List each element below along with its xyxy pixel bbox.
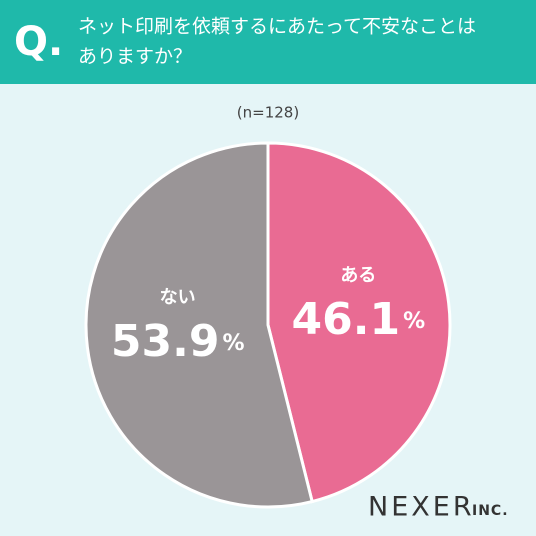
subtitle: (n=128) bbox=[237, 104, 299, 122]
slice-value-label: 53.9% bbox=[111, 316, 245, 367]
pie-slice bbox=[84, 141, 314, 509]
logo: NEXER bbox=[368, 492, 475, 523]
slice-value-label: 46.1% bbox=[292, 294, 426, 345]
slice-unit: % bbox=[222, 331, 244, 356]
title-line: ありますか？ bbox=[78, 46, 192, 68]
header-band bbox=[0, 0, 536, 84]
q-mark: Q. bbox=[14, 19, 63, 65]
logo-suffix: INC. bbox=[472, 503, 509, 519]
pie-labels: ある 46.1 % ない 53.9% bbox=[111, 265, 425, 367]
slice-unit: % bbox=[403, 309, 425, 334]
slice-category: ない bbox=[160, 287, 196, 308]
title-line: ネット印刷を依頼するにあたって不安なことは bbox=[78, 16, 476, 38]
pie-slice bbox=[266, 141, 452, 504]
slice-category: ある bbox=[340, 265, 376, 286]
slice-value: 53.9 bbox=[111, 316, 220, 367]
slice-value: 46.1 bbox=[292, 294, 401, 345]
pie bbox=[84, 141, 452, 509]
